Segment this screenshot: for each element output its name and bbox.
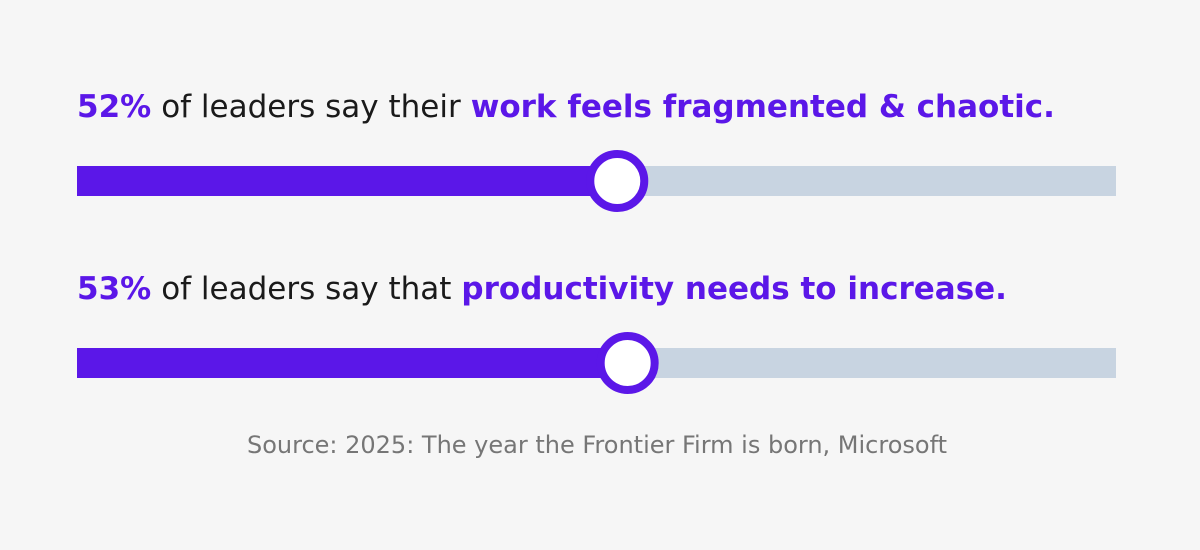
statement-text: of leaders say their xyxy=(161,89,461,125)
statement-text: of leaders say that xyxy=(161,271,451,307)
progress-knob xyxy=(596,332,659,394)
statement-highlight: productivity needs to increase. xyxy=(461,271,1007,307)
value-label: 52% xyxy=(77,89,151,125)
source-note: Source: 2025: The year the Frontier Firm… xyxy=(247,431,947,459)
statement: 53% of leaders say that productivity needs… xyxy=(77,271,1007,307)
progress-bar xyxy=(77,166,618,196)
statement-highlight: work feels fragmented & chaotic. xyxy=(471,89,1055,125)
progress-knob xyxy=(586,150,649,212)
progress-bar xyxy=(77,348,628,378)
statement: 52% of leaders say their work feels fragme… xyxy=(77,89,1055,125)
value-label: 53% xyxy=(77,271,151,307)
